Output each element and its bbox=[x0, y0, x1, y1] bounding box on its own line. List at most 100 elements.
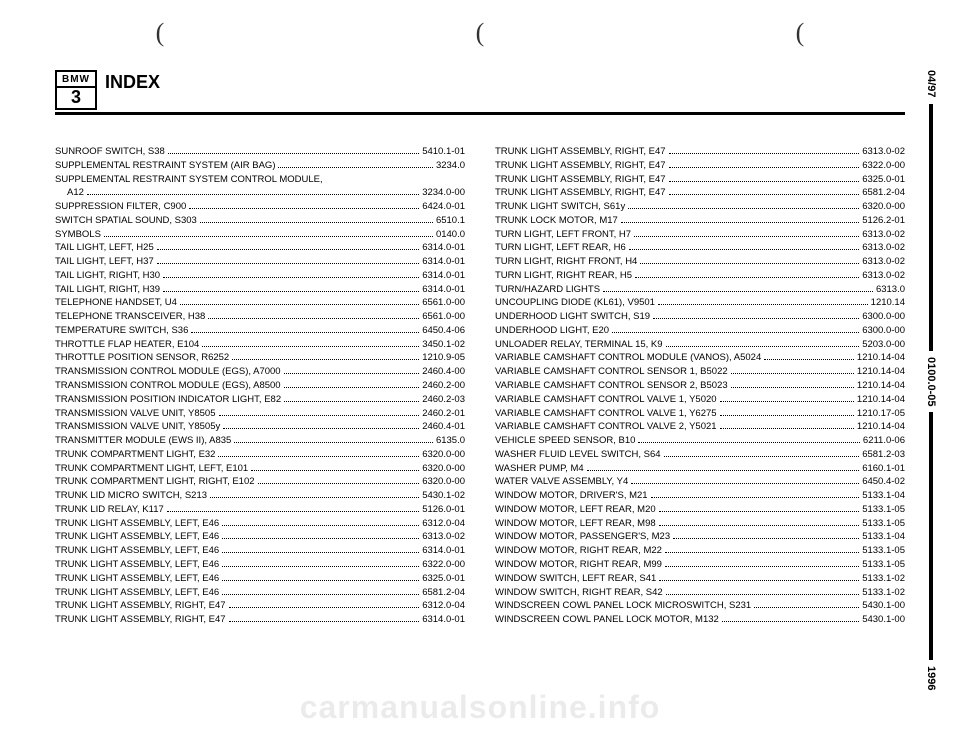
leader-dots bbox=[669, 188, 860, 196]
index-ref: 2460.4-00 bbox=[422, 365, 465, 379]
index-ref: 5410.1-01 bbox=[422, 145, 465, 159]
index-row: VEHICLE SPEED SENSOR, B10 6211.0-06 bbox=[495, 434, 905, 448]
index-ref: 3234.0 bbox=[436, 159, 465, 173]
index-row: TAIL LIGHT, RIGHT, H396314.0-01 bbox=[55, 283, 465, 297]
index-ref: 5430.1-00 bbox=[862, 613, 905, 627]
index-label: VARIABLE CAMSHAFT CONTROL SENSOR 1, B502… bbox=[495, 365, 728, 379]
index-label: TURN LIGHT, RIGHT FRONT, H4 bbox=[495, 255, 637, 269]
leader-dots bbox=[666, 587, 860, 595]
index-label: TRUNK LIGHT ASSEMBLY, RIGHT, E47 bbox=[495, 173, 666, 187]
index-ref: 6313.0-02 bbox=[862, 241, 905, 255]
index-label: SWITCH SPATIAL SOUND, S303 bbox=[55, 214, 197, 228]
index-ref: 6561.0-00 bbox=[422, 310, 465, 324]
index-row: WINDOW MOTOR, PASSENGER'S, M235133.1-04 bbox=[495, 530, 905, 544]
index-ref: 1210.14-04 bbox=[857, 420, 905, 434]
index-ref: 5133.1-04 bbox=[862, 530, 905, 544]
index-ref: 6313.0-02 bbox=[422, 530, 465, 544]
index-label: SYMBOLS bbox=[55, 228, 101, 242]
index-ref: 6211.0-06 bbox=[863, 434, 905, 448]
index-row: TRUNK COMPARTMENT LIGHT, E326320.0-00 bbox=[55, 448, 465, 462]
leader-dots bbox=[167, 504, 419, 512]
side-strip: 04/97 0100.0-05 1996 bbox=[918, 70, 944, 690]
index-ref: 1210.14-04 bbox=[857, 379, 905, 393]
index-row: TURN LIGHT, LEFT FRONT, H76313.0-02 bbox=[495, 228, 905, 242]
index-label: TRUNK LIGHT ASSEMBLY, RIGHT, E47 bbox=[495, 145, 666, 159]
index-ref: 6322.0-00 bbox=[862, 159, 905, 173]
index-label: TAIL LIGHT, RIGHT, H30 bbox=[55, 269, 160, 283]
index-label: TRANSMISSION VALVE UNIT, Y8505y bbox=[55, 420, 220, 434]
index-ref: 1210.9-05 bbox=[422, 351, 465, 365]
index-label: SUPPLEMENTAL RESTRAINT SYSTEM CONTROL MO… bbox=[55, 173, 323, 187]
index-label: TAIL LIGHT, LEFT, H37 bbox=[55, 255, 154, 269]
leader-dots bbox=[764, 353, 854, 361]
index-ref: 5203.0-00 bbox=[862, 338, 905, 352]
index-row: TURN/HAZARD LIGHTS6313.0 bbox=[495, 283, 905, 297]
index-row: VARIABLE CAMSHAFT CONTROL VALVE 1, Y6275… bbox=[495, 407, 905, 421]
index-label: THROTTLE POSITION SENSOR, R6252 bbox=[55, 351, 229, 365]
index-label: TRANSMISSION CONTROL MODULE (EGS), A8500 bbox=[55, 379, 281, 393]
side-bottom: 1996 bbox=[925, 666, 937, 690]
index-row: WINDSCREEN COWL PANEL LOCK MICROSWITCH, … bbox=[495, 599, 905, 613]
index-label: TURN/HAZARD LIGHTS bbox=[495, 283, 600, 297]
index-row: TRUNK LIGHT ASSEMBLY, LEFT, E466312.0-04 bbox=[55, 517, 465, 531]
side-mid: 0100.0-05 bbox=[925, 357, 937, 407]
leader-dots bbox=[629, 243, 859, 251]
index-ref: 2460.4-01 bbox=[422, 420, 465, 434]
index-ref: 6313.0-02 bbox=[862, 269, 905, 283]
leader-dots bbox=[218, 449, 419, 457]
index-ref: 6160.1-01 bbox=[862, 462, 905, 476]
index-ref: 6314.0-01 bbox=[422, 255, 465, 269]
index-row: VARIABLE CAMSHAFT CONTROL SENSOR 1, B502… bbox=[495, 365, 905, 379]
index-label: TRUNK COMPARTMENT LIGHT, E32 bbox=[55, 448, 215, 462]
leader-dots bbox=[284, 394, 419, 402]
index-row: A123234.0-00 bbox=[55, 186, 465, 200]
leader-dots bbox=[222, 559, 419, 567]
index-label: TRANSMISSION CONTROL MODULE (EGS), A7000 bbox=[55, 365, 281, 379]
index-label: VARIABLE CAMSHAFT CONTROL VALVE 1, Y6275 bbox=[495, 407, 717, 421]
index-row: TURN LIGHT, RIGHT FRONT, H46313.0-02 bbox=[495, 255, 905, 269]
index-row: WINDOW MOTOR, LEFT REAR, M985133.1-05 bbox=[495, 517, 905, 531]
index-label: WINDOW MOTOR, RIGHT REAR, M99 bbox=[495, 558, 662, 572]
leader-dots bbox=[720, 408, 854, 416]
index-row: WINDOW MOTOR, RIGHT REAR, M225133.1-05 bbox=[495, 544, 905, 558]
leader-dots bbox=[191, 325, 419, 333]
index-ref: 6561.0-00 bbox=[422, 296, 465, 310]
index-row: TRUNK LIGHT ASSEMBLY, LEFT, E466581.2-04 bbox=[55, 586, 465, 600]
leader-dots bbox=[222, 518, 419, 526]
leader-dots bbox=[635, 270, 859, 278]
page-parens: ( ( ( bbox=[0, 18, 960, 48]
index-row: WINDOW MOTOR, RIGHT REAR, M995133.1-05 bbox=[495, 558, 905, 572]
index-label: TRUNK LID MICRO SWITCH, S213 bbox=[55, 489, 207, 503]
leader-dots bbox=[251, 463, 419, 471]
leader-dots bbox=[163, 270, 419, 278]
index-label: TRUNK LIGHT SWITCH, S61y bbox=[495, 200, 625, 214]
index-label: VEHICLE SPEED SENSOR, B10 bbox=[495, 434, 635, 448]
leader-dots bbox=[284, 367, 420, 375]
index-row: TRUNK LIGHT ASSEMBLY, LEFT, E466313.0-02 bbox=[55, 530, 465, 544]
leader-dots bbox=[234, 435, 433, 443]
leader-dots bbox=[631, 477, 859, 485]
side-top: 04/97 bbox=[925, 70, 937, 98]
index-ref: 6313.0-02 bbox=[862, 145, 905, 159]
index-ref: 6322.0-00 bbox=[422, 558, 465, 572]
leader-dots bbox=[168, 146, 419, 154]
paren-1: ( bbox=[156, 18, 165, 48]
index-row: UNDERHOOD LIGHT, E206300.0-00 bbox=[495, 324, 905, 338]
index-ref: 6312.0-04 bbox=[422, 599, 465, 613]
index-label: SUNROOF SWITCH, S38 bbox=[55, 145, 165, 159]
leader-dots bbox=[669, 174, 860, 182]
index-row: TEMPERATURE SWITCH, S366450.4-06 bbox=[55, 324, 465, 338]
index-ref: 3450.1-02 bbox=[422, 338, 465, 352]
index-row: TRANSMISSION POSITION INDICATOR LIGHT, E… bbox=[55, 393, 465, 407]
index-label: TRUNK LIGHT ASSEMBLY, LEFT, E46 bbox=[55, 544, 219, 558]
leader-dots bbox=[87, 188, 419, 196]
index-label: VARIABLE CAMSHAFT CONTROL SENSOR 2, B502… bbox=[495, 379, 728, 393]
leader-dots bbox=[229, 601, 420, 609]
index-row: VARIABLE CAMSHAFT CONTROL VALVE 1, Y5020… bbox=[495, 393, 905, 407]
index-ref: 6314.0-01 bbox=[422, 269, 465, 283]
leader-dots bbox=[634, 229, 859, 237]
leader-dots bbox=[665, 559, 859, 567]
leader-dots bbox=[669, 146, 860, 154]
index-ref: 6300.0-00 bbox=[862, 310, 905, 324]
index-label: TRUNK LIGHT ASSEMBLY, RIGHT, E47 bbox=[55, 613, 226, 627]
